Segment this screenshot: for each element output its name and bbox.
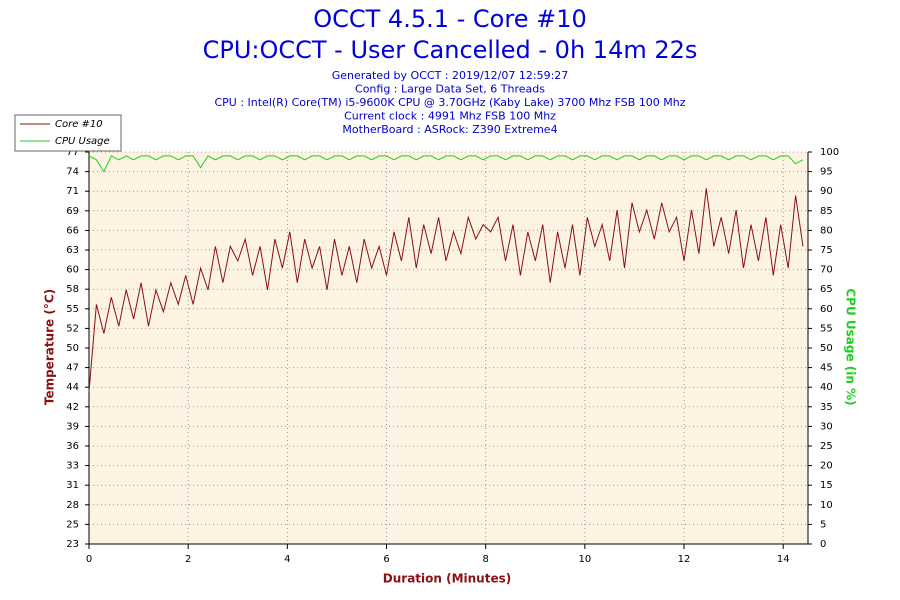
y2-tick-label: 65 bbox=[820, 284, 833, 295]
subtitle: Generated by OCCT : 2019/12/07 12:59:27 bbox=[332, 69, 569, 82]
y-tick-label: 74 bbox=[66, 167, 79, 178]
plot-area bbox=[89, 152, 808, 544]
y-tick-label: 42 bbox=[66, 402, 79, 413]
legend-box bbox=[14, 114, 122, 152]
y2-tick-label: 10 bbox=[820, 500, 833, 511]
y2-tick-label: 75 bbox=[820, 245, 833, 256]
x-tick-label: 12 bbox=[678, 554, 691, 565]
y2-tick-label: 90 bbox=[820, 186, 833, 197]
x-tick-label: 14 bbox=[777, 554, 790, 565]
y2-tick-label: 95 bbox=[820, 167, 833, 178]
y-tick-label: 58 bbox=[66, 284, 79, 295]
series-line bbox=[88, 188, 804, 392]
x-tick-label: 8 bbox=[483, 554, 489, 565]
y2-tick-label: 45 bbox=[820, 363, 833, 374]
legend-label: CPU Usage bbox=[55, 136, 110, 147]
chart-title: CPU:OCCT - User Cancelled - 0h 14m 22s bbox=[203, 36, 698, 64]
subtitle: MotherBoard : ASRock: Z390 Extreme4 bbox=[342, 123, 557, 136]
y-tick-label: 50 bbox=[66, 343, 79, 354]
subtitle: Config : Large Data Set, 6 Threads bbox=[355, 83, 545, 96]
y2-tick-label: 35 bbox=[820, 402, 833, 413]
x-tick-label: 4 bbox=[284, 554, 290, 565]
chart-title: OCCT 4.5.1 - Core #10 bbox=[313, 5, 587, 33]
subtitle: Current clock : 4991 Mhz FSB 100 Mhz bbox=[344, 110, 556, 123]
y-tick-label: 28 bbox=[66, 500, 79, 511]
y2-tick-label: 70 bbox=[820, 265, 833, 276]
y2-tick-label: 55 bbox=[820, 323, 833, 334]
y-tick-label: 23 bbox=[66, 539, 79, 550]
y2-tick-label: 30 bbox=[820, 421, 833, 432]
y-tick-label: 31 bbox=[66, 480, 79, 491]
y-tick-label: 60 bbox=[66, 265, 79, 276]
y-tick-label: 44 bbox=[66, 382, 79, 393]
y-tick-label: 71 bbox=[66, 186, 79, 197]
y2-tick-label: 20 bbox=[820, 461, 833, 472]
y2-tick-label: 15 bbox=[820, 480, 833, 491]
y2-tick-label: 5 bbox=[820, 519, 826, 530]
y-tick-label: 77 bbox=[66, 147, 79, 158]
y2-tick-label: 25 bbox=[820, 441, 833, 452]
y-tick-label: 36 bbox=[66, 441, 79, 452]
y-tick-label: 69 bbox=[66, 206, 79, 217]
series-line bbox=[88, 155, 804, 173]
y2-tick-label: 80 bbox=[820, 225, 833, 236]
y-tick-label: 66 bbox=[66, 225, 79, 236]
x-tick-label: 10 bbox=[578, 554, 591, 565]
y2-axis-label: CPU Usage (in %) bbox=[844, 288, 858, 405]
y2-tick-label: 50 bbox=[820, 343, 833, 354]
y-tick-label: 63 bbox=[66, 245, 79, 256]
y-axis-label: Temperature (°C) bbox=[43, 289, 57, 405]
x-tick-label: 6 bbox=[383, 554, 389, 565]
y-tick-label: 47 bbox=[66, 363, 79, 374]
subtitle: CPU : Intel(R) Core(TM) i5-9600K CPU @ 3… bbox=[214, 96, 685, 109]
x-tick-label: 0 bbox=[86, 554, 92, 565]
x-axis-label: Duration (Minutes) bbox=[383, 572, 511, 586]
legend-label: Core #10 bbox=[55, 119, 103, 130]
y-tick-label: 55 bbox=[66, 304, 79, 315]
y-tick-label: 39 bbox=[66, 421, 79, 432]
y-tick-label: 25 bbox=[66, 519, 79, 530]
y-tick-label: 52 bbox=[66, 323, 79, 334]
y2-tick-label: 100 bbox=[820, 147, 839, 158]
y2-tick-label: 85 bbox=[820, 206, 833, 217]
y2-tick-label: 60 bbox=[820, 304, 833, 315]
y2-tick-label: 0 bbox=[820, 539, 826, 550]
y-tick-label: 33 bbox=[66, 461, 79, 472]
x-tick-label: 2 bbox=[185, 554, 191, 565]
y2-tick-label: 40 bbox=[820, 382, 833, 393]
